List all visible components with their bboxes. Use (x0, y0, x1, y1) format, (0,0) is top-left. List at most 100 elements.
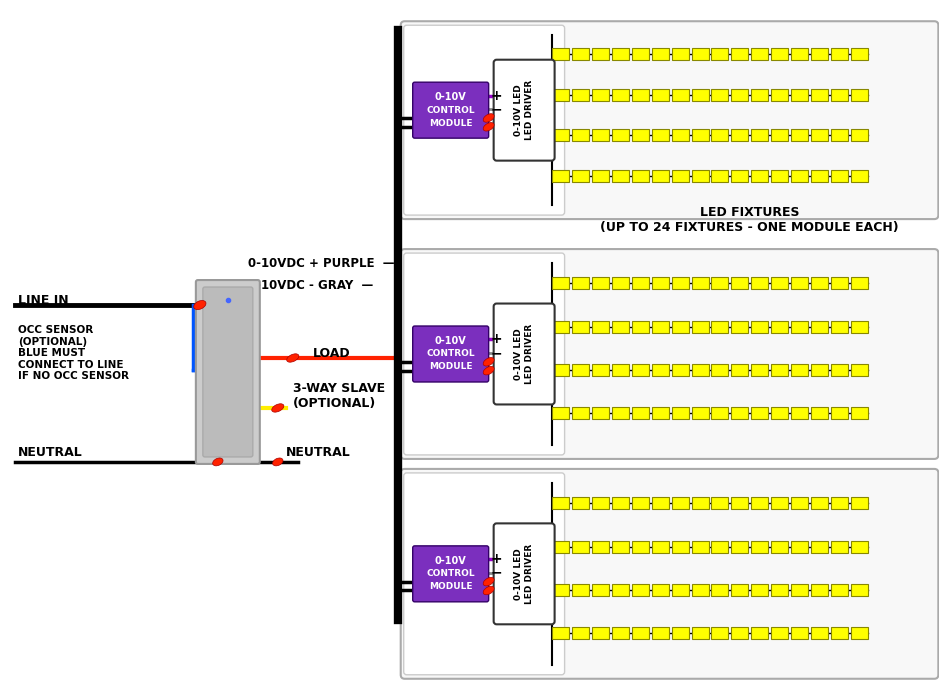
Bar (671, 407, 688, 419)
Bar (632, 584, 649, 596)
Ellipse shape (483, 358, 494, 366)
Bar (831, 364, 849, 376)
Text: LINE IN: LINE IN (18, 294, 69, 307)
Bar (671, 321, 688, 332)
Bar (692, 169, 709, 182)
Bar (791, 364, 808, 376)
Text: 0-10V: 0-10V (435, 92, 466, 102)
Bar (791, 627, 808, 639)
Bar (831, 407, 849, 419)
Bar (591, 364, 608, 376)
Bar (731, 169, 748, 182)
Bar (612, 364, 629, 376)
Bar (692, 321, 709, 332)
Bar (671, 584, 688, 596)
Bar (612, 584, 629, 596)
Bar (852, 540, 869, 552)
Bar (632, 407, 649, 419)
Bar (791, 169, 808, 182)
Bar (692, 627, 709, 639)
Bar (772, 497, 789, 509)
Bar (612, 627, 629, 639)
Bar (751, 169, 769, 182)
Text: MODULE: MODULE (429, 119, 473, 127)
Bar (772, 407, 789, 419)
Bar (831, 130, 849, 141)
Bar (831, 169, 849, 182)
Bar (751, 407, 769, 419)
Bar (671, 364, 688, 376)
Bar (791, 277, 808, 289)
Ellipse shape (212, 458, 223, 466)
Text: −: − (491, 346, 502, 360)
Bar (772, 584, 789, 596)
FancyBboxPatch shape (403, 473, 565, 675)
Bar (852, 627, 869, 639)
Bar (651, 48, 668, 60)
Bar (712, 584, 728, 596)
Text: 0-10V: 0-10V (435, 336, 466, 346)
Bar (811, 89, 828, 101)
Bar (612, 89, 629, 101)
Bar (651, 627, 668, 639)
Bar (632, 540, 649, 552)
Bar (811, 627, 828, 639)
Bar (692, 497, 709, 509)
Bar (651, 584, 668, 596)
Ellipse shape (483, 586, 494, 595)
Bar (831, 48, 849, 60)
Bar (612, 407, 629, 419)
Bar (811, 277, 828, 289)
Bar (852, 277, 869, 289)
Bar (632, 277, 649, 289)
Bar (612, 48, 629, 60)
Bar (612, 321, 629, 332)
Bar (772, 627, 789, 639)
Bar (552, 364, 569, 376)
Bar (831, 627, 849, 639)
Bar (651, 130, 668, 141)
Bar (791, 89, 808, 101)
Bar (772, 540, 789, 552)
Bar (552, 130, 569, 141)
Bar (772, 364, 789, 376)
Bar (811, 321, 828, 332)
Bar (572, 277, 588, 289)
Text: 0-10VDC + PURPLE  —: 0-10VDC + PURPLE — (248, 257, 394, 270)
Bar (632, 627, 649, 639)
Bar (712, 89, 728, 101)
Bar (852, 497, 869, 509)
Bar (791, 540, 808, 552)
Bar (612, 277, 629, 289)
Bar (751, 321, 769, 332)
Bar (751, 277, 769, 289)
Bar (712, 540, 728, 552)
Bar (692, 48, 709, 60)
Bar (772, 321, 789, 332)
Bar (651, 89, 668, 101)
Bar (591, 407, 608, 419)
Bar (811, 364, 828, 376)
Bar (692, 540, 709, 552)
Bar (552, 497, 569, 509)
FancyBboxPatch shape (494, 304, 555, 405)
Bar (632, 364, 649, 376)
Bar (552, 407, 569, 419)
Bar (671, 497, 688, 509)
Bar (591, 48, 608, 60)
Bar (651, 321, 668, 332)
Bar (831, 497, 849, 509)
Bar (552, 89, 569, 101)
Ellipse shape (483, 578, 494, 586)
Bar (731, 407, 748, 419)
Bar (591, 277, 608, 289)
Bar (811, 48, 828, 60)
Text: 0-10V: 0-10V (435, 556, 466, 566)
Bar (632, 497, 649, 509)
Bar (572, 584, 588, 596)
Bar (772, 89, 789, 101)
FancyBboxPatch shape (400, 249, 938, 459)
Bar (772, 277, 789, 289)
Bar (712, 497, 728, 509)
Ellipse shape (483, 113, 494, 122)
